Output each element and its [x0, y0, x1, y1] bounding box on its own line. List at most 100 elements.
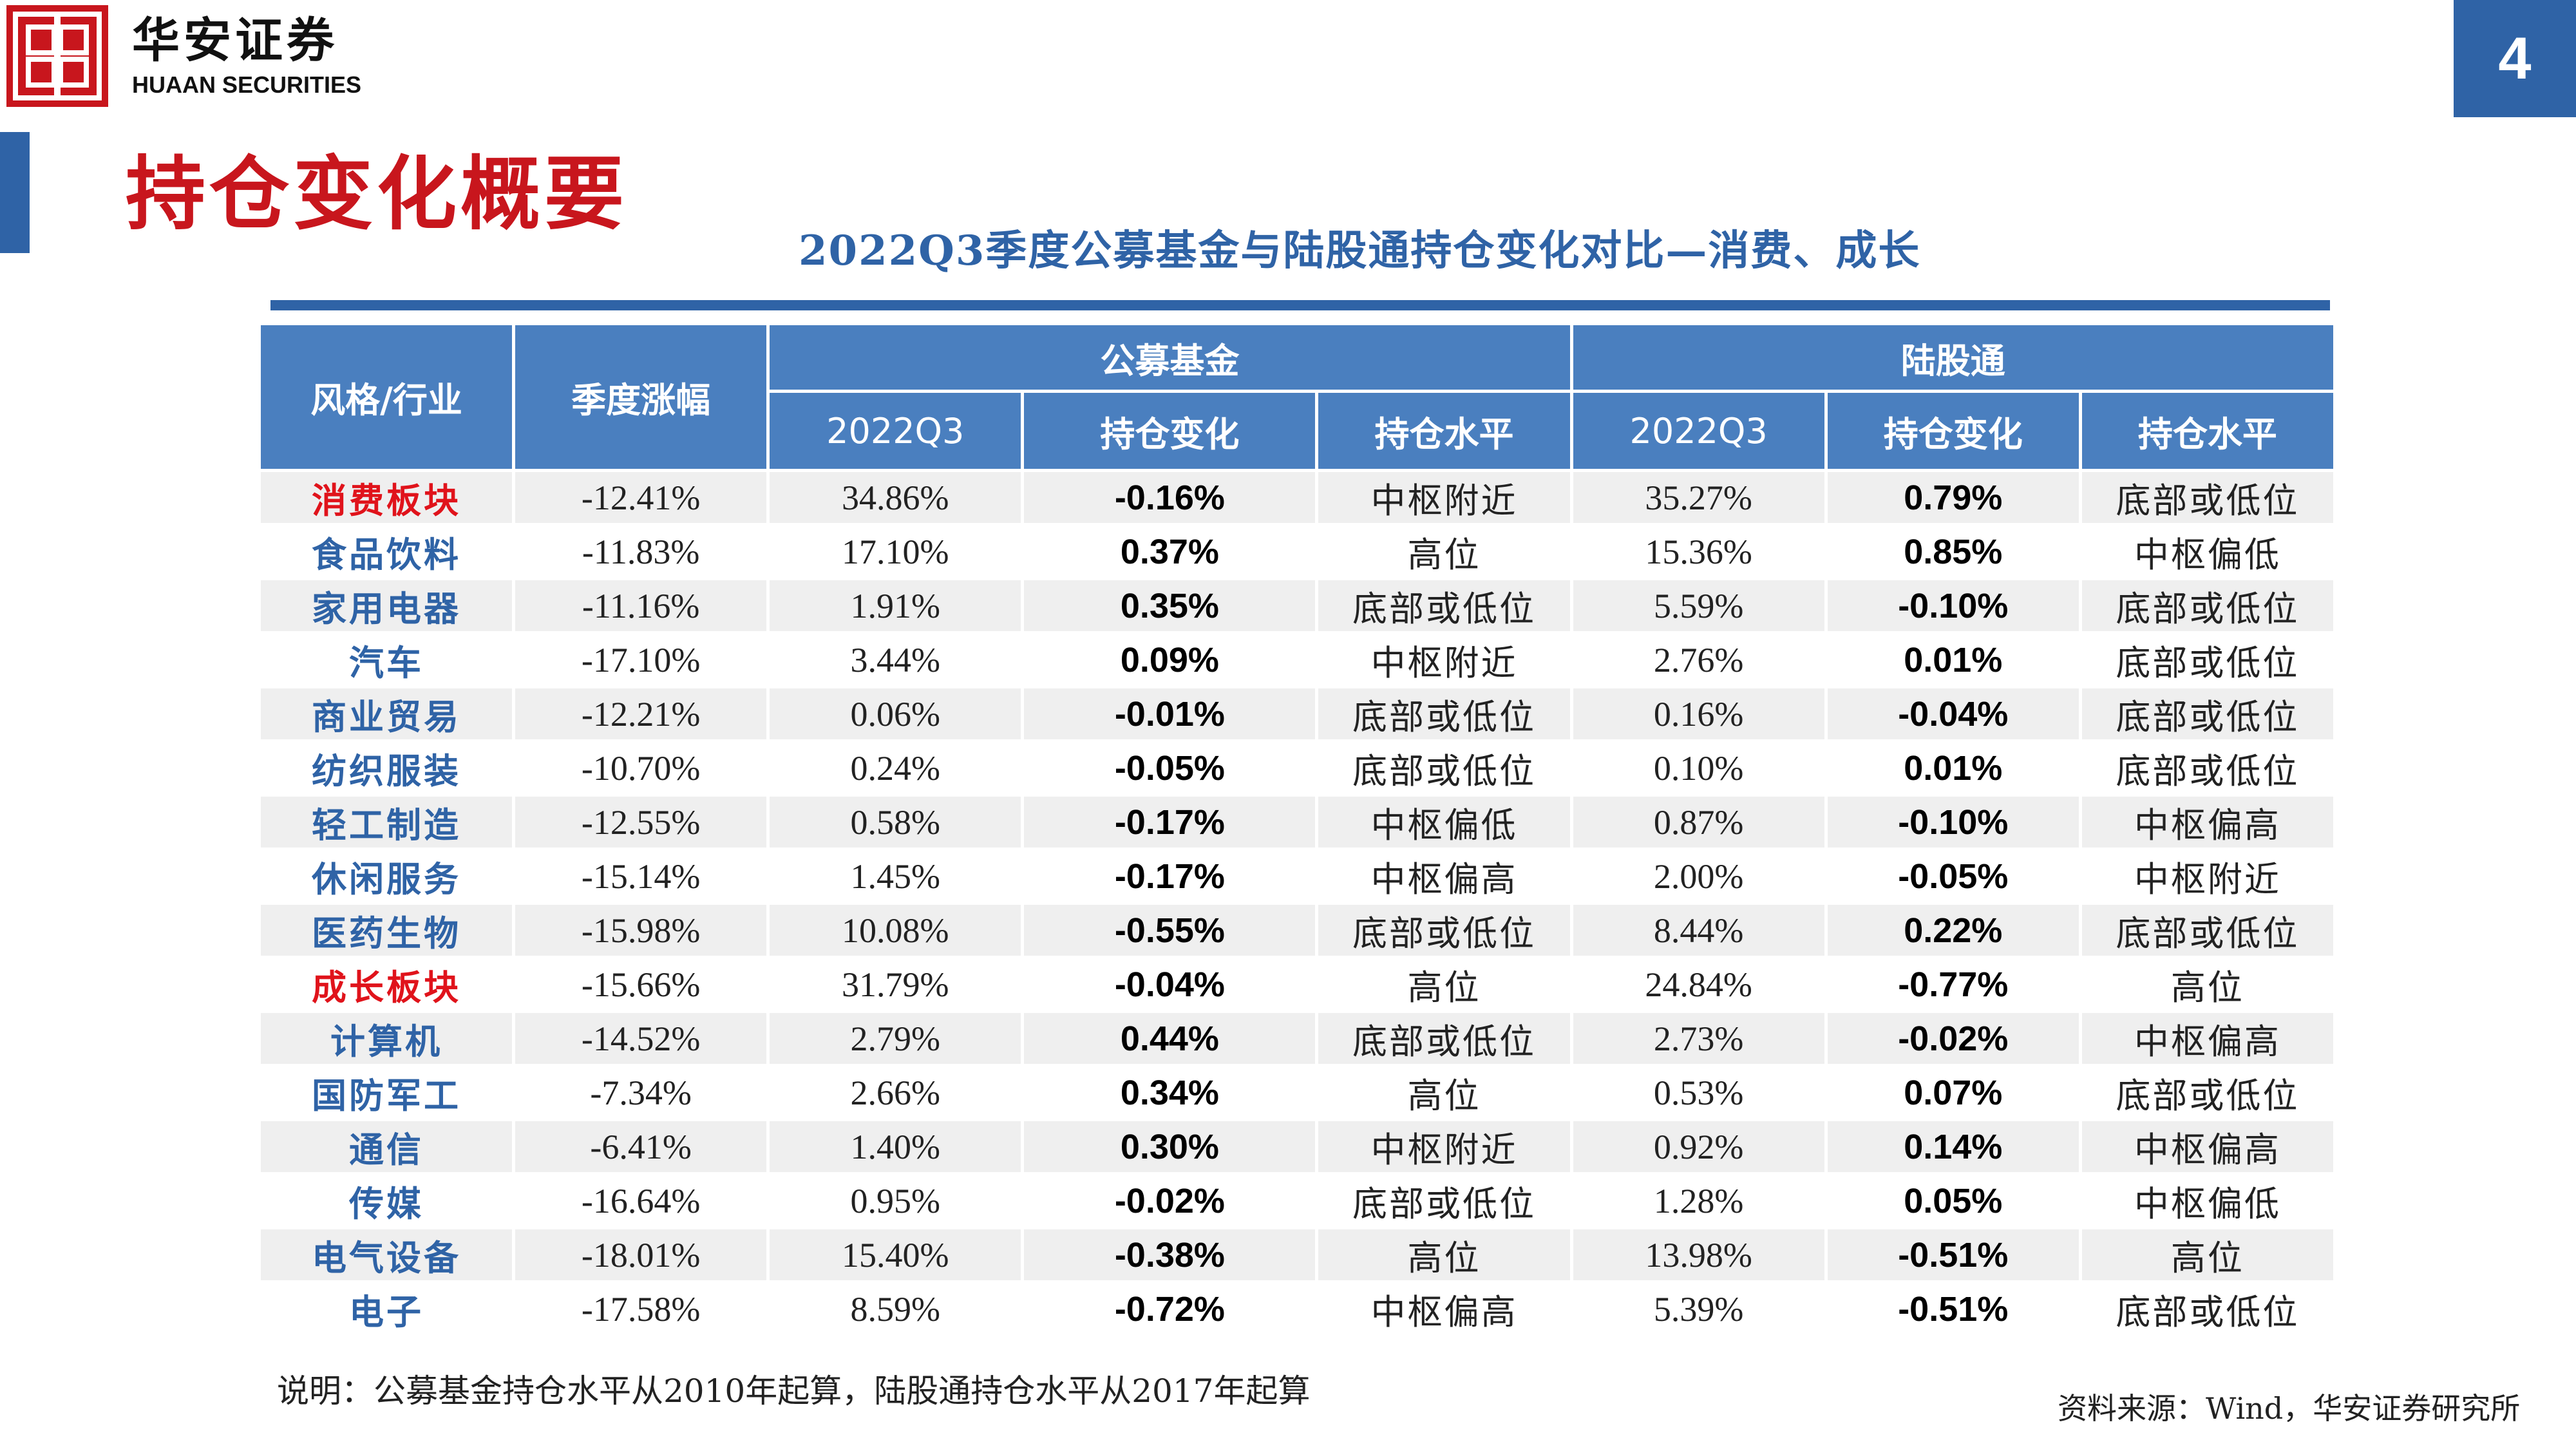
row-fund-q3: 0.95%: [770, 1175, 1021, 1226]
row-name: 轻工制造: [261, 797, 513, 848]
row-name: 电气设备: [261, 1229, 513, 1280]
row-hk-change: -0.10%: [1827, 797, 2079, 848]
table-body: 消费板块 -12.41% 34.86% -0.16% 中枢附近 35.27% 0.79% 底部…: [261, 472, 2333, 1334]
title-accent-bar: [0, 132, 30, 253]
row-return: -14.52%: [515, 1013, 767, 1064]
row-name: 通信: [261, 1121, 513, 1172]
row-fund-q3: 8.59%: [770, 1283, 1021, 1334]
row-hk-level: 中枢偏高: [2081, 797, 2333, 848]
title-divider: [270, 300, 2330, 310]
header-fund-q3: 2022Q3: [770, 393, 1021, 469]
header-hk-level: 持仓水平: [2081, 393, 2333, 469]
row-name: 商业贸易: [261, 688, 513, 739]
row-hk-level: 中枢附近: [2081, 851, 2333, 902]
row-fund-q3: 34.86%: [770, 472, 1021, 523]
header-hk-q3: 2022Q3: [1573, 393, 1824, 469]
row-fund-q3: 31.79%: [770, 959, 1021, 1010]
row-fund-change: 0.44%: [1024, 1013, 1316, 1064]
row-return: -16.64%: [515, 1175, 767, 1226]
row-hk-change: -0.10%: [1827, 580, 2079, 631]
row-fund-change: -0.17%: [1024, 851, 1316, 902]
row-hk-q3: 5.59%: [1573, 580, 1824, 631]
row-return: -6.41%: [515, 1121, 767, 1172]
row-name: 电子: [261, 1283, 513, 1334]
row-return: -15.14%: [515, 851, 767, 902]
row-hk-q3: 0.92%: [1573, 1121, 1824, 1172]
row-hk-change: -0.77%: [1827, 959, 2079, 1010]
row-hk-level: 中枢偏低: [2081, 526, 2333, 577]
data-source: 资料来源：Wind，华安证券研究所: [2058, 1391, 2521, 1426]
row-name: 传媒: [261, 1175, 513, 1226]
row-return: -17.58%: [515, 1283, 767, 1334]
row-hk-q3: 5.39%: [1573, 1283, 1824, 1334]
row-fund-q3: 15.40%: [770, 1229, 1021, 1280]
row-fund-change: -0.17%: [1024, 797, 1316, 848]
table-row: 通信 -6.41% 1.40% 0.30% 中枢附近 0.92% 0.14% 中枢偏高: [261, 1121, 2333, 1172]
row-name: 食品饮料: [261, 526, 513, 577]
row-hk-q3: 8.44%: [1573, 905, 1824, 956]
brand-name-cn: 华安证券: [132, 13, 338, 68]
row-return: -12.21%: [515, 688, 767, 739]
table-row: 消费板块 -12.41% 34.86% -0.16% 中枢附近 35.27% 0.79% 底部…: [261, 472, 2333, 523]
row-fund-level: 高位: [1318, 1229, 1570, 1280]
row-hk-change: -0.51%: [1827, 1283, 2079, 1334]
row-fund-change: 0.09%: [1024, 634, 1316, 685]
header-style: 风格/行业: [261, 325, 513, 469]
table-row: 医药生物 -15.98% 10.08% -0.55% 底部或低位 8.44% 0.22% 底部…: [261, 905, 2333, 956]
header-return: 季度涨幅: [515, 325, 767, 469]
row-hk-change: 0.07%: [1827, 1067, 2079, 1118]
row-fund-level: 底部或低位: [1318, 580, 1570, 631]
table-row: 电气设备 -18.01% 15.40% -0.38% 高位 13.98% -0.51% 高位: [261, 1229, 2333, 1280]
row-return: -11.83%: [515, 526, 767, 577]
row-hk-level: 中枢偏低: [2081, 1175, 2333, 1226]
row-fund-level: 高位: [1318, 959, 1570, 1010]
row-hk-change: 0.14%: [1827, 1121, 2079, 1172]
table-row: 计算机 -14.52% 2.79% 0.44% 底部或低位 2.73% -0.02% 中枢偏高: [261, 1013, 2333, 1064]
row-fund-change: -0.38%: [1024, 1229, 1316, 1280]
row-hk-q3: 1.28%: [1573, 1175, 1824, 1226]
table-row: 传媒 -16.64% 0.95% -0.02% 底部或低位 1.28% 0.05% 中枢偏低: [261, 1175, 2333, 1226]
row-return: -18.01%: [515, 1229, 767, 1280]
row-hk-q3: 13.98%: [1573, 1229, 1824, 1280]
row-fund-level: 中枢偏高: [1318, 1283, 1570, 1334]
row-name: 纺织服装: [261, 743, 513, 793]
row-fund-change: -0.55%: [1024, 905, 1316, 956]
row-hk-level: 高位: [2081, 1229, 2333, 1280]
huaan-logo-icon: [6, 5, 108, 107]
row-hk-level: 中枢偏高: [2081, 1121, 2333, 1172]
row-fund-level: 中枢偏高: [1318, 851, 1570, 902]
row-hk-level: 底部或低位: [2081, 472, 2333, 523]
row-return: -7.34%: [515, 1067, 767, 1118]
row-hk-level: 底部或低位: [2081, 688, 2333, 739]
row-fund-q3: 1.45%: [770, 851, 1021, 902]
row-fund-q3: 3.44%: [770, 634, 1021, 685]
row-hk-q3: 2.73%: [1573, 1013, 1824, 1064]
row-return: -11.16%: [515, 580, 767, 631]
footnote: 说明：公募基金持仓水平从2010年起算，陆股通持仓水平从2017年起算: [277, 1372, 1311, 1410]
row-fund-q3: 0.24%: [770, 743, 1021, 793]
row-hk-level: 底部或低位: [2081, 634, 2333, 685]
row-hk-q3: 2.00%: [1573, 851, 1824, 902]
row-hk-change: -0.04%: [1827, 688, 2079, 739]
row-hk-q3: 35.27%: [1573, 472, 1824, 523]
row-fund-q3: 17.10%: [770, 526, 1021, 577]
table-row: 家用电器 -11.16% 1.91% 0.35% 底部或低位 5.59% -0.10% 底部或…: [261, 580, 2333, 631]
table-row: 商业贸易 -12.21% 0.06% -0.01% 底部或低位 0.16% -0.04% 底部…: [261, 688, 2333, 739]
row-name: 成长板块: [261, 959, 513, 1010]
row-hk-level: 底部或低位: [2081, 1067, 2333, 1118]
header-fund-change: 持仓变化: [1024, 393, 1316, 469]
row-fund-change: -0.02%: [1024, 1175, 1316, 1226]
row-hk-level: 底部或低位: [2081, 905, 2333, 956]
row-fund-change: 0.34%: [1024, 1067, 1316, 1118]
row-fund-change: -0.05%: [1024, 743, 1316, 793]
row-name: 汽车: [261, 634, 513, 685]
table-row: 食品饮料 -11.83% 17.10% 0.37% 高位 15.36% 0.85% 中枢偏低: [261, 526, 2333, 577]
row-name: 医药生物: [261, 905, 513, 956]
header-hk-change: 持仓变化: [1827, 393, 2079, 469]
table-row: 汽车 -17.10% 3.44% 0.09% 中枢附近 2.76% 0.01% 底部或低位: [261, 634, 2333, 685]
table-row: 电子 -17.58% 8.59% -0.72% 中枢偏高 5.39% -0.51% 底部或低位: [261, 1283, 2333, 1334]
row-fund-change: -0.04%: [1024, 959, 1316, 1010]
row-fund-change: -0.72%: [1024, 1283, 1316, 1334]
row-hk-q3: 0.10%: [1573, 743, 1824, 793]
table-row: 轻工制造 -12.55% 0.58% -0.17% 中枢偏低 0.87% -0.10% 中枢偏…: [261, 797, 2333, 848]
